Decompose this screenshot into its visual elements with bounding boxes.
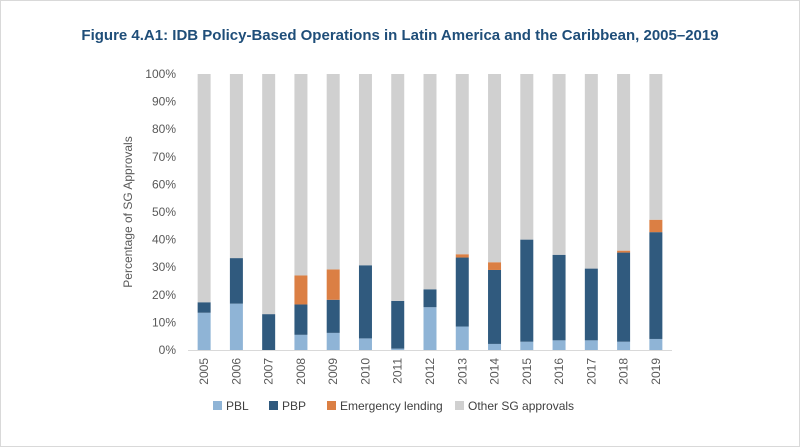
bar-segment-emergency-lending-2019 (649, 219, 663, 233)
bar-segment-pbl-2017 (584, 340, 598, 350)
bar-segment-other-sg-approvals-2014 (488, 74, 502, 263)
bar-segment-emergency-lending-2008 (294, 275, 308, 305)
bar-segment-other-sg-approvals-2018 (617, 74, 631, 251)
x-tick-label: 2016 (552, 358, 566, 385)
bar-segment-pbl-2009 (326, 332, 340, 350)
bar-segment-emergency-lending-2009 (326, 269, 340, 300)
y-tick-label: 0% (159, 343, 177, 357)
x-tick-label: 2007 (262, 358, 276, 385)
bar-segment-pbl-2018 (617, 341, 631, 350)
bar-segment-pbp-2012 (423, 289, 437, 308)
legend: PBL PBP Emergency lending Other SG approval… (213, 399, 574, 413)
bar-segment-pbl-2010 (358, 338, 372, 350)
y-tick-label: 80% (152, 122, 176, 136)
bar-segment-emergency-lending-2013 (455, 254, 469, 258)
bar-segment-other-sg-approvals-2017 (584, 74, 598, 269)
bar-segment-pbp-2015 (520, 239, 534, 342)
y-tick-label: 40% (152, 233, 176, 247)
x-tick-label: 2017 (584, 358, 598, 385)
bar-segment-pbl-2005 (197, 312, 211, 350)
bar-segment-other-sg-approvals-2009 (326, 74, 340, 270)
x-tick-label: 2013 (455, 358, 469, 385)
bar-segment-other-sg-approvals-2015 (520, 74, 534, 240)
bar-segment-pbp-2008 (294, 304, 308, 335)
legend-label-pbp: PBP (282, 399, 306, 413)
legend-label-other-sg-approvals: Other SG approvals (468, 399, 574, 413)
bar-segment-pbl-2013 (455, 326, 469, 350)
y-tick-label: 20% (152, 288, 176, 302)
bar-segment-pbl-2015 (520, 341, 534, 350)
x-tick-label: 2011 (391, 358, 405, 384)
bar-segment-other-sg-approvals-2006 (229, 74, 243, 259)
x-tick-label: 2008 (294, 358, 308, 385)
chart-title: Figure 4.A1: IDB Policy-Based Operations… (81, 27, 719, 44)
bar-segment-other-sg-approvals-2007 (262, 74, 276, 315)
bar-segment-pbp-2006 (229, 258, 243, 304)
bar-segment-pbp-2011 (391, 300, 405, 349)
bar-segment-pbp-2005 (197, 302, 211, 313)
legend-label-emergency-lending: Emergency lending (340, 399, 443, 413)
x-tick-label: 2010 (358, 358, 372, 385)
bar-segment-pbp-2007 (262, 314, 276, 350)
legend-label-pbl: PBL (226, 399, 249, 413)
y-tick-label: 10% (152, 315, 176, 329)
x-tick-label: 2009 (326, 358, 340, 385)
bar-segment-pbp-2009 (326, 299, 340, 333)
y-tick-label: 90% (152, 95, 176, 109)
x-tick-label: 2019 (649, 358, 663, 385)
bar-segment-emergency-lending-2014 (488, 262, 502, 270)
x-tick-label: 2015 (520, 358, 534, 385)
y-tick-label: 100% (145, 67, 176, 81)
x-tick-label: 2014 (488, 358, 502, 385)
bar-segment-pbp-2019 (649, 232, 663, 339)
x-tick-label: 2012 (423, 358, 437, 385)
bar-segment-pbp-2014 (488, 269, 502, 344)
x-tick-label: 2006 (229, 358, 243, 385)
bar-segment-emergency-lending-2018 (617, 250, 631, 253)
y-tick-label: 50% (152, 205, 176, 219)
bar-segment-pbl-2006 (229, 303, 243, 350)
y-tick-label: 70% (152, 150, 176, 164)
bar-segment-pbl-2014 (488, 343, 502, 350)
bar-segment-other-sg-approvals-2016 (552, 74, 566, 255)
bar-segment-pbl-2011 (391, 348, 405, 350)
y-tick-labels: 0% 10% 20% 30% 40% 50% 60% 70% 80% 90% 100% (145, 67, 176, 357)
bar-segment-pbp-2016 (552, 254, 566, 341)
legend-swatch-other-sg-approvals (455, 401, 464, 410)
bar-segment-pbp-2018 (617, 252, 631, 342)
bar-segment-other-sg-approvals-2012 (423, 74, 437, 290)
bar-segment-pbp-2010 (358, 265, 372, 339)
x-tick-label: 2005 (197, 358, 211, 385)
y-tick-label: 60% (152, 177, 176, 191)
bar-segment-pbl-2019 (649, 338, 663, 350)
bar-segment-other-sg-approvals-2019 (649, 74, 663, 220)
y-tick-label: 30% (152, 260, 176, 274)
bar-segment-other-sg-approvals-2010 (358, 74, 372, 266)
bar-segment-pbl-2008 (294, 334, 308, 350)
bar-segment-pbp-2013 (455, 257, 469, 327)
bar-segment-other-sg-approvals-2005 (197, 74, 211, 303)
bar-segment-other-sg-approvals-2013 (455, 74, 469, 255)
legend-swatch-pbl (213, 401, 222, 410)
bar-segment-pbl-2012 (423, 307, 437, 350)
legend-swatch-pbp (269, 401, 278, 410)
bar-segment-pbp-2017 (584, 268, 598, 341)
x-tick-label: 2018 (617, 358, 631, 385)
bar-segment-pbl-2016 (552, 340, 566, 350)
y-axis-label: Percentage of SG Approvals (121, 136, 135, 287)
bar-segment-other-sg-approvals-2011 (391, 74, 405, 301)
bar-segment-other-sg-approvals-2008 (294, 74, 308, 276)
bars (197, 74, 663, 350)
legend-swatch-emergency-lending (327, 401, 336, 410)
x-tick-labels: 2005 2006 2007 2008 2009 2010 2011 2012 2013 2014… (197, 358, 663, 385)
